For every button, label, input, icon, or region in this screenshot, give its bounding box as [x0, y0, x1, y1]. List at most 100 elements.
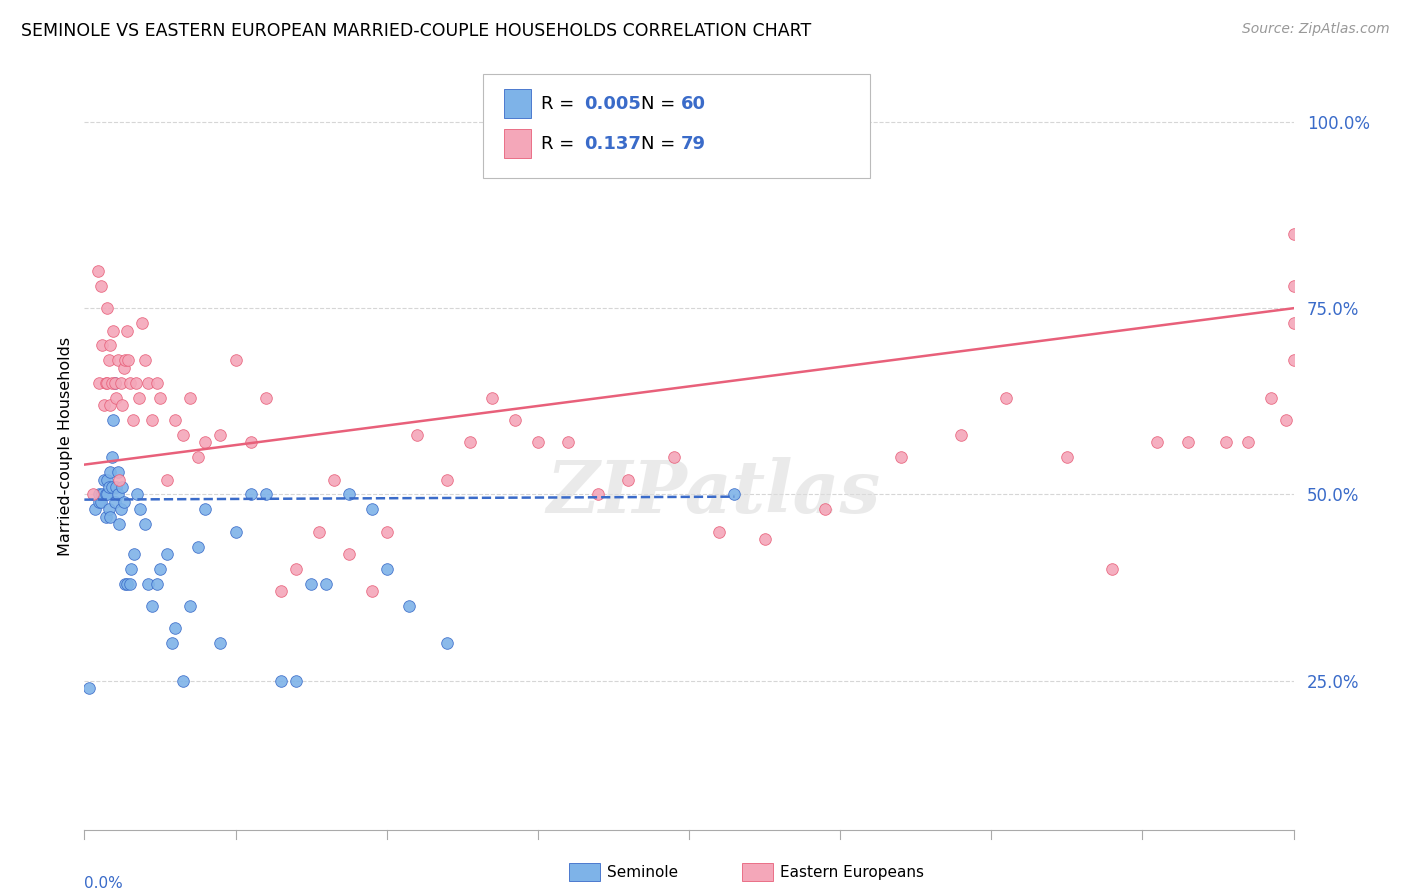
Point: [503, 413, 526, 427]
Point: [89, 495, 111, 509]
Point: [112, 360, 135, 375]
Point: [115, 324, 138, 338]
Point: [97, 480, 120, 494]
Point: [209, 636, 232, 650]
Point: [98, 338, 121, 352]
Point: [141, 413, 163, 427]
Point: [108, 473, 131, 487]
Text: R =: R =: [541, 95, 581, 113]
Point: [239, 435, 262, 450]
Point: [97, 502, 120, 516]
Point: [118, 576, 141, 591]
Point: [90, 495, 112, 509]
Point: [110, 376, 132, 390]
Point: [98, 509, 121, 524]
Point: [104, 376, 127, 390]
Point: [114, 576, 136, 591]
Point: [108, 517, 131, 532]
Point: [172, 673, 194, 688]
Point: [98, 398, 121, 412]
Point: [172, 427, 194, 442]
Text: SEMINOLE VS EASTERN EUROPEAN MARRIED-COUPLE HOUSEHOLDS CORRELATION CHART: SEMINOLE VS EASTERN EUROPEAN MARRIED-COU…: [21, 22, 811, 40]
Point: [254, 487, 277, 501]
Point: [165, 622, 187, 636]
Point: [1260, 391, 1282, 405]
Point: [96, 473, 118, 487]
Point: [91, 487, 114, 501]
Text: 0.005: 0.005: [583, 95, 641, 113]
Text: ZIPatlas: ZIPatlas: [546, 457, 880, 527]
Point: [146, 576, 169, 591]
Point: [136, 576, 159, 591]
Text: Source: ZipAtlas.com: Source: ZipAtlas.com: [1241, 22, 1389, 37]
Point: [105, 480, 128, 494]
Point: [436, 473, 458, 487]
Text: R =: R =: [541, 135, 586, 153]
Point: [1146, 435, 1168, 450]
Point: [89, 487, 111, 501]
Point: [1282, 227, 1305, 241]
Point: [285, 562, 308, 576]
Point: [107, 487, 129, 501]
Point: [104, 376, 127, 390]
Point: [225, 524, 247, 539]
Point: [100, 450, 122, 465]
Point: [1056, 450, 1078, 465]
Point: [254, 391, 277, 405]
Point: [149, 391, 172, 405]
Point: [114, 353, 136, 368]
Point: [1237, 435, 1260, 450]
Point: [617, 473, 640, 487]
Point: [165, 413, 187, 427]
Point: [101, 413, 124, 427]
Point: [179, 391, 201, 405]
Point: [337, 547, 360, 561]
Point: [101, 324, 124, 338]
Point: [118, 376, 141, 390]
Point: [141, 599, 163, 614]
Text: 0.0%: 0.0%: [84, 876, 124, 890]
Point: [156, 547, 179, 561]
Point: [96, 301, 118, 316]
Point: [111, 480, 134, 494]
Point: [120, 562, 142, 576]
Point: [93, 398, 115, 412]
FancyBboxPatch shape: [503, 129, 530, 158]
Point: [98, 465, 121, 479]
Point: [950, 427, 973, 442]
Point: [121, 413, 143, 427]
Point: [194, 435, 217, 450]
Point: [588, 487, 610, 501]
Point: [754, 532, 776, 546]
Point: [1282, 278, 1305, 293]
Point: [91, 338, 114, 352]
Point: [458, 435, 481, 450]
Point: [406, 427, 429, 442]
Point: [94, 376, 117, 390]
Point: [398, 599, 420, 614]
FancyBboxPatch shape: [503, 89, 530, 119]
Point: [105, 391, 128, 405]
Text: 79: 79: [681, 135, 706, 153]
Point: [160, 636, 183, 650]
Point: [1177, 435, 1199, 450]
Point: [112, 495, 135, 509]
Point: [1275, 413, 1298, 427]
Point: [299, 576, 322, 591]
Point: [995, 391, 1018, 405]
Point: [270, 673, 292, 688]
Text: N =: N =: [641, 135, 681, 153]
Point: [131, 316, 153, 330]
Point: [149, 562, 172, 576]
Point: [128, 391, 150, 405]
Point: [662, 450, 685, 465]
Point: [557, 435, 579, 450]
Point: [209, 427, 232, 442]
Text: 60: 60: [681, 95, 706, 113]
Point: [194, 502, 217, 516]
Text: N =: N =: [641, 95, 681, 113]
Point: [89, 376, 111, 390]
Point: [84, 502, 107, 516]
Point: [890, 450, 912, 465]
Point: [322, 473, 344, 487]
